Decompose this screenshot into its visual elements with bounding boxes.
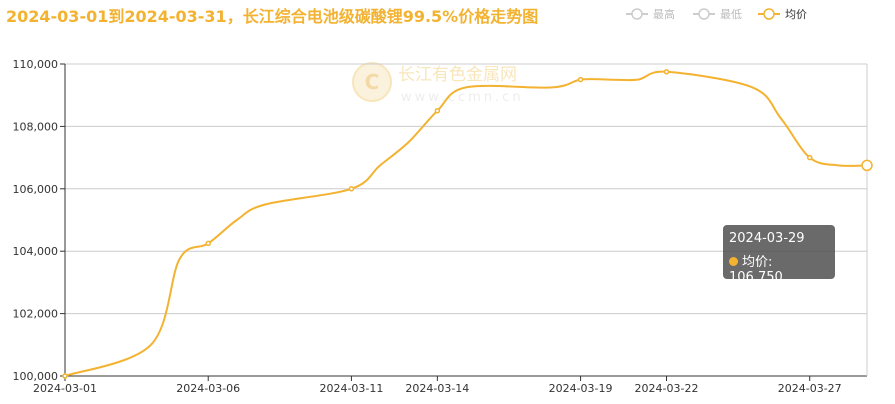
chart-title: 2024-03-01到2024-03-31，长江综合电池级碳酸锂99.5%价格走… — [6, 7, 538, 26]
legend-label: 均价 — [785, 8, 807, 21]
y-tick-label: 102,000 — [13, 308, 59, 321]
tooltip-series-dot-icon — [729, 257, 738, 266]
tooltip-separator: : — [768, 255, 773, 270]
legend-label: 最高 — [653, 7, 675, 21]
watermark: C 长江有色金属网 www.ccmn.cn — [352, 62, 524, 105]
data-point[interactable] — [62, 373, 68, 379]
x-tick-label: 2024-03-19 — [549, 382, 613, 395]
tooltip-series-name: 均价 — [742, 255, 769, 270]
watermark-logo-icon — [352, 62, 392, 102]
y-tick-label: 108,000 — [13, 120, 59, 133]
data-point[interactable] — [205, 240, 211, 247]
legend-label: 最低 — [720, 8, 742, 21]
legend-item-3[interactable]: 均价 — [758, 8, 807, 21]
legend-circle-icon — [763, 8, 775, 20]
legend-item-2[interactable]: 最低 — [693, 8, 742, 21]
x-tick-label: 2024-03-27 — [778, 382, 842, 395]
y-axis: 100,000 102,000 104,000 106,000 108,000 110,0… — [13, 58, 66, 383]
series-layer — [62, 69, 873, 379]
tooltip: 2024-03-29 均价: 106,750 — [723, 225, 835, 285]
watermark-name: 长江有色金属网 — [398, 65, 517, 85]
legend-circle-icon — [631, 8, 643, 20]
tooltip-date: 2024-03-29 — [729, 231, 805, 246]
tooltip-value: 106,750 — [729, 270, 783, 285]
legend: 最高 最低 均价 — [626, 7, 807, 21]
data-point[interactable] — [348, 186, 355, 192]
x-tick-label: 2024-03-06 — [176, 382, 240, 395]
y-tick-label: 104,000 — [13, 245, 59, 258]
data-point[interactable] — [663, 69, 670, 75]
data-point-highlight[interactable] — [861, 159, 873, 172]
y-tick-label: 110,000 — [13, 58, 59, 71]
x-tick-label: 2024-03-01 — [33, 382, 97, 395]
legend-circle-icon — [698, 8, 710, 20]
data-point[interactable] — [434, 108, 441, 114]
y-tick-label: 106,000 — [13, 183, 59, 196]
x-axis: 2024-03-01 2024-03-06 2024-03-11 2024-03-14… — [33, 376, 842, 395]
watermark-url: www.ccmn.cn — [401, 90, 524, 105]
grid — [65, 63, 868, 377]
x-tick-label: 2024-03-11 — [319, 382, 383, 395]
x-tick-label: 2024-03-22 — [635, 382, 699, 395]
watermark-logo-letter: C — [365, 70, 380, 94]
series-line-avg — [64, 70, 868, 377]
x-tick-label: 2024-03-14 — [405, 382, 469, 395]
data-point[interactable] — [577, 76, 584, 83]
data-point[interactable] — [806, 154, 813, 161]
legend-item-1[interactable]: 最高 — [626, 7, 675, 21]
y-tick-label: 100,000 — [13, 370, 59, 383]
